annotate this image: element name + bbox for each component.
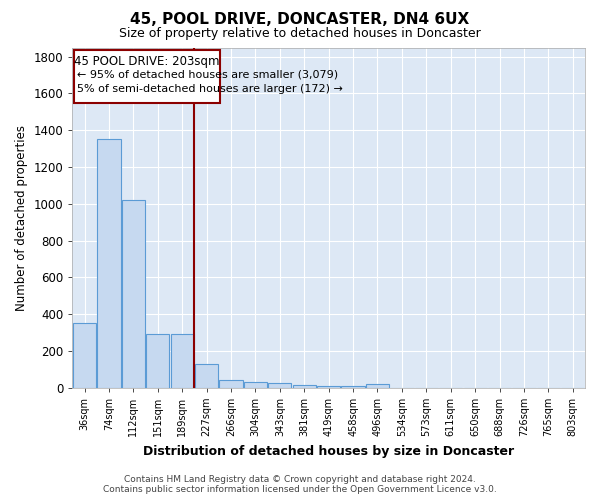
- Text: Contains HM Land Registry data © Crown copyright and database right 2024.
Contai: Contains HM Land Registry data © Crown c…: [103, 474, 497, 494]
- Text: 5% of semi-detached houses are larger (172) →: 5% of semi-detached houses are larger (1…: [77, 84, 343, 94]
- Bar: [366, 384, 389, 388]
- Bar: [244, 382, 267, 388]
- Bar: [293, 385, 316, 388]
- X-axis label: Distribution of detached houses by size in Doncaster: Distribution of detached houses by size …: [143, 444, 514, 458]
- Bar: [317, 386, 340, 388]
- Bar: [170, 334, 194, 388]
- Bar: [73, 324, 96, 388]
- Bar: [220, 380, 242, 388]
- Bar: [146, 334, 169, 388]
- Text: Size of property relative to detached houses in Doncaster: Size of property relative to detached ho…: [119, 28, 481, 40]
- Bar: [341, 386, 365, 388]
- Text: 45, POOL DRIVE, DONCASTER, DN4 6UX: 45, POOL DRIVE, DONCASTER, DN4 6UX: [130, 12, 470, 28]
- Text: 45 POOL DRIVE: 203sqm: 45 POOL DRIVE: 203sqm: [74, 55, 220, 68]
- Bar: [195, 364, 218, 388]
- Y-axis label: Number of detached properties: Number of detached properties: [15, 124, 28, 310]
- Bar: [268, 383, 292, 388]
- Text: ← 95% of detached houses are smaller (3,079): ← 95% of detached houses are smaller (3,…: [77, 69, 338, 79]
- FancyBboxPatch shape: [74, 50, 220, 103]
- Bar: [97, 140, 121, 388]
- Bar: [122, 200, 145, 388]
